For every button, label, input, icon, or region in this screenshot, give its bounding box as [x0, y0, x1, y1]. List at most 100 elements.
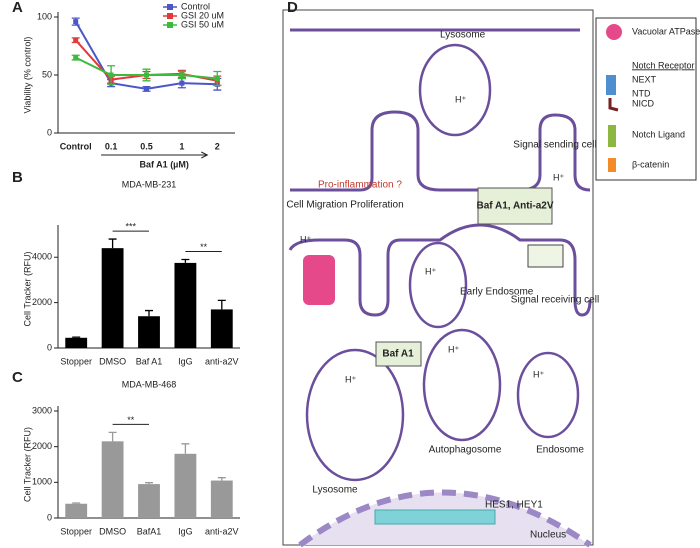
x-tick-label: DMSO [99, 356, 126, 366]
point [73, 37, 79, 43]
significance-label: *** [126, 221, 137, 231]
error-bar [181, 258, 190, 263]
proton-label: H⁺ [533, 369, 544, 379]
significance-label: ** [200, 242, 208, 252]
error-bar [72, 502, 81, 504]
inhibitor-box [375, 341, 422, 367]
significance-label: ** [127, 415, 135, 425]
x-tick-label: Stopper [60, 356, 92, 366]
x-axis-label: Baf A1 (µM) [140, 159, 189, 169]
panel-label: B [12, 169, 23, 186]
proton-label: H⁺ [300, 234, 311, 244]
x-tick-label: BafA1 [137, 526, 162, 536]
vesicle [408, 241, 468, 329]
bar [65, 503, 88, 518]
legend-icon [606, 24, 622, 40]
y-tick-label: 0 [47, 342, 52, 352]
label: Baf A1 [382, 349, 414, 360]
label: Autophagosome [429, 445, 502, 456]
point [108, 72, 114, 78]
legend-icon [606, 75, 616, 95]
v-atpase [303, 255, 335, 305]
bar [65, 337, 88, 348]
bar [174, 262, 197, 348]
x-tick-label: DMSO [99, 526, 126, 536]
vesicle [516, 351, 580, 439]
legend-text: Vacuolar ATPase [632, 26, 700, 36]
legend-text: NEXT [632, 74, 657, 84]
legend-text: β-catenin [632, 159, 669, 169]
diagram: D Lysosome Signal sending cell Pro-infla… [282, 0, 700, 548]
box [527, 244, 564, 268]
y-tick-label: 4000 [32, 252, 52, 262]
panel-label: A [12, 0, 23, 16]
y-tick-label: 2000 [32, 297, 52, 307]
point [73, 19, 79, 25]
label: Cell Migration Proliferation [286, 200, 403, 211]
x-tick-label: anti-a2V [205, 356, 239, 366]
error-bar [108, 431, 117, 442]
sending-membrane [289, 28, 591, 192]
bar [174, 453, 197, 518]
legend-icon [608, 158, 616, 172]
x-tick-label: Control [60, 141, 92, 151]
point [144, 72, 149, 78]
bar [138, 484, 160, 518]
label: HES1, HEY1 [485, 500, 543, 511]
x-tick-label: 0.5 [140, 141, 153, 151]
x-tick-label: Stopper [60, 526, 92, 536]
legend-box [595, 17, 697, 181]
y-tick-label: 50 [42, 69, 52, 79]
error-bar [108, 238, 117, 249]
proton-label: H⁺ [345, 374, 356, 384]
label: Signal sending cell [513, 140, 596, 151]
error-bar [72, 336, 81, 338]
bar [101, 248, 124, 348]
label: Baf A1, Anti-a2V [476, 201, 553, 212]
vesicle [418, 43, 492, 137]
arrow [101, 151, 209, 159]
y-tick-label: 3000 [32, 405, 52, 415]
inhibitor-box [477, 187, 553, 225]
panel-label: D [287, 0, 298, 16]
y-axis-label: Cell Tracker (RFU) [22, 251, 32, 326]
label: Pro-inflammation ? [318, 180, 402, 191]
point [179, 72, 185, 78]
x-tick-label: 1 [179, 141, 184, 151]
proton-label: H⁺ [455, 94, 466, 104]
x-tick-label: Baf A1 [136, 356, 163, 366]
proton-label: H⁺ [553, 172, 564, 182]
legend-label: GSI 50 uM [181, 19, 224, 29]
point [179, 80, 185, 86]
label: Lysosome [440, 30, 486, 41]
legend-label: Control [181, 1, 210, 11]
error-bar [217, 299, 226, 310]
vesicle [305, 348, 405, 482]
point [73, 55, 79, 61]
y-tick-label: 0 [47, 127, 52, 137]
y-tick-label: 2000 [32, 441, 52, 451]
label: Lysosome [312, 485, 358, 496]
bar [210, 309, 233, 348]
y-tick-label: 100 [37, 11, 52, 21]
error-bar [181, 443, 190, 454]
label: Signal receiving cell [511, 295, 599, 306]
x-tick-label: anti-a2V [205, 526, 239, 536]
y-tick-label: 1000 [32, 477, 52, 487]
point [144, 86, 149, 92]
point [214, 75, 220, 81]
legend-label: GSI 20 uM [181, 10, 224, 20]
bar [210, 480, 233, 518]
y-axis-label: Viability (% control) [22, 37, 32, 114]
label: Early Endosome [460, 287, 534, 298]
panel-label: C [12, 369, 23, 386]
vesicle [422, 328, 502, 442]
proton-label: H⁺ [425, 266, 436, 276]
x-tick-label: IgG [178, 356, 193, 366]
label: Nucleus [530, 530, 566, 541]
bar [138, 316, 160, 348]
x-tick-label: 2 [215, 141, 220, 151]
error-bar [217, 477, 226, 481]
y-axis-label: Cell Tracker (RFU) [22, 427, 32, 502]
